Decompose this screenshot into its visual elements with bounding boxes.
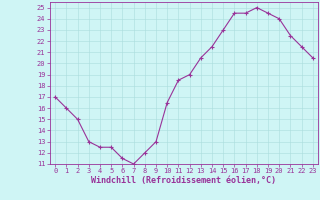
X-axis label: Windchill (Refroidissement éolien,°C): Windchill (Refroidissement éolien,°C): [92, 176, 276, 185]
